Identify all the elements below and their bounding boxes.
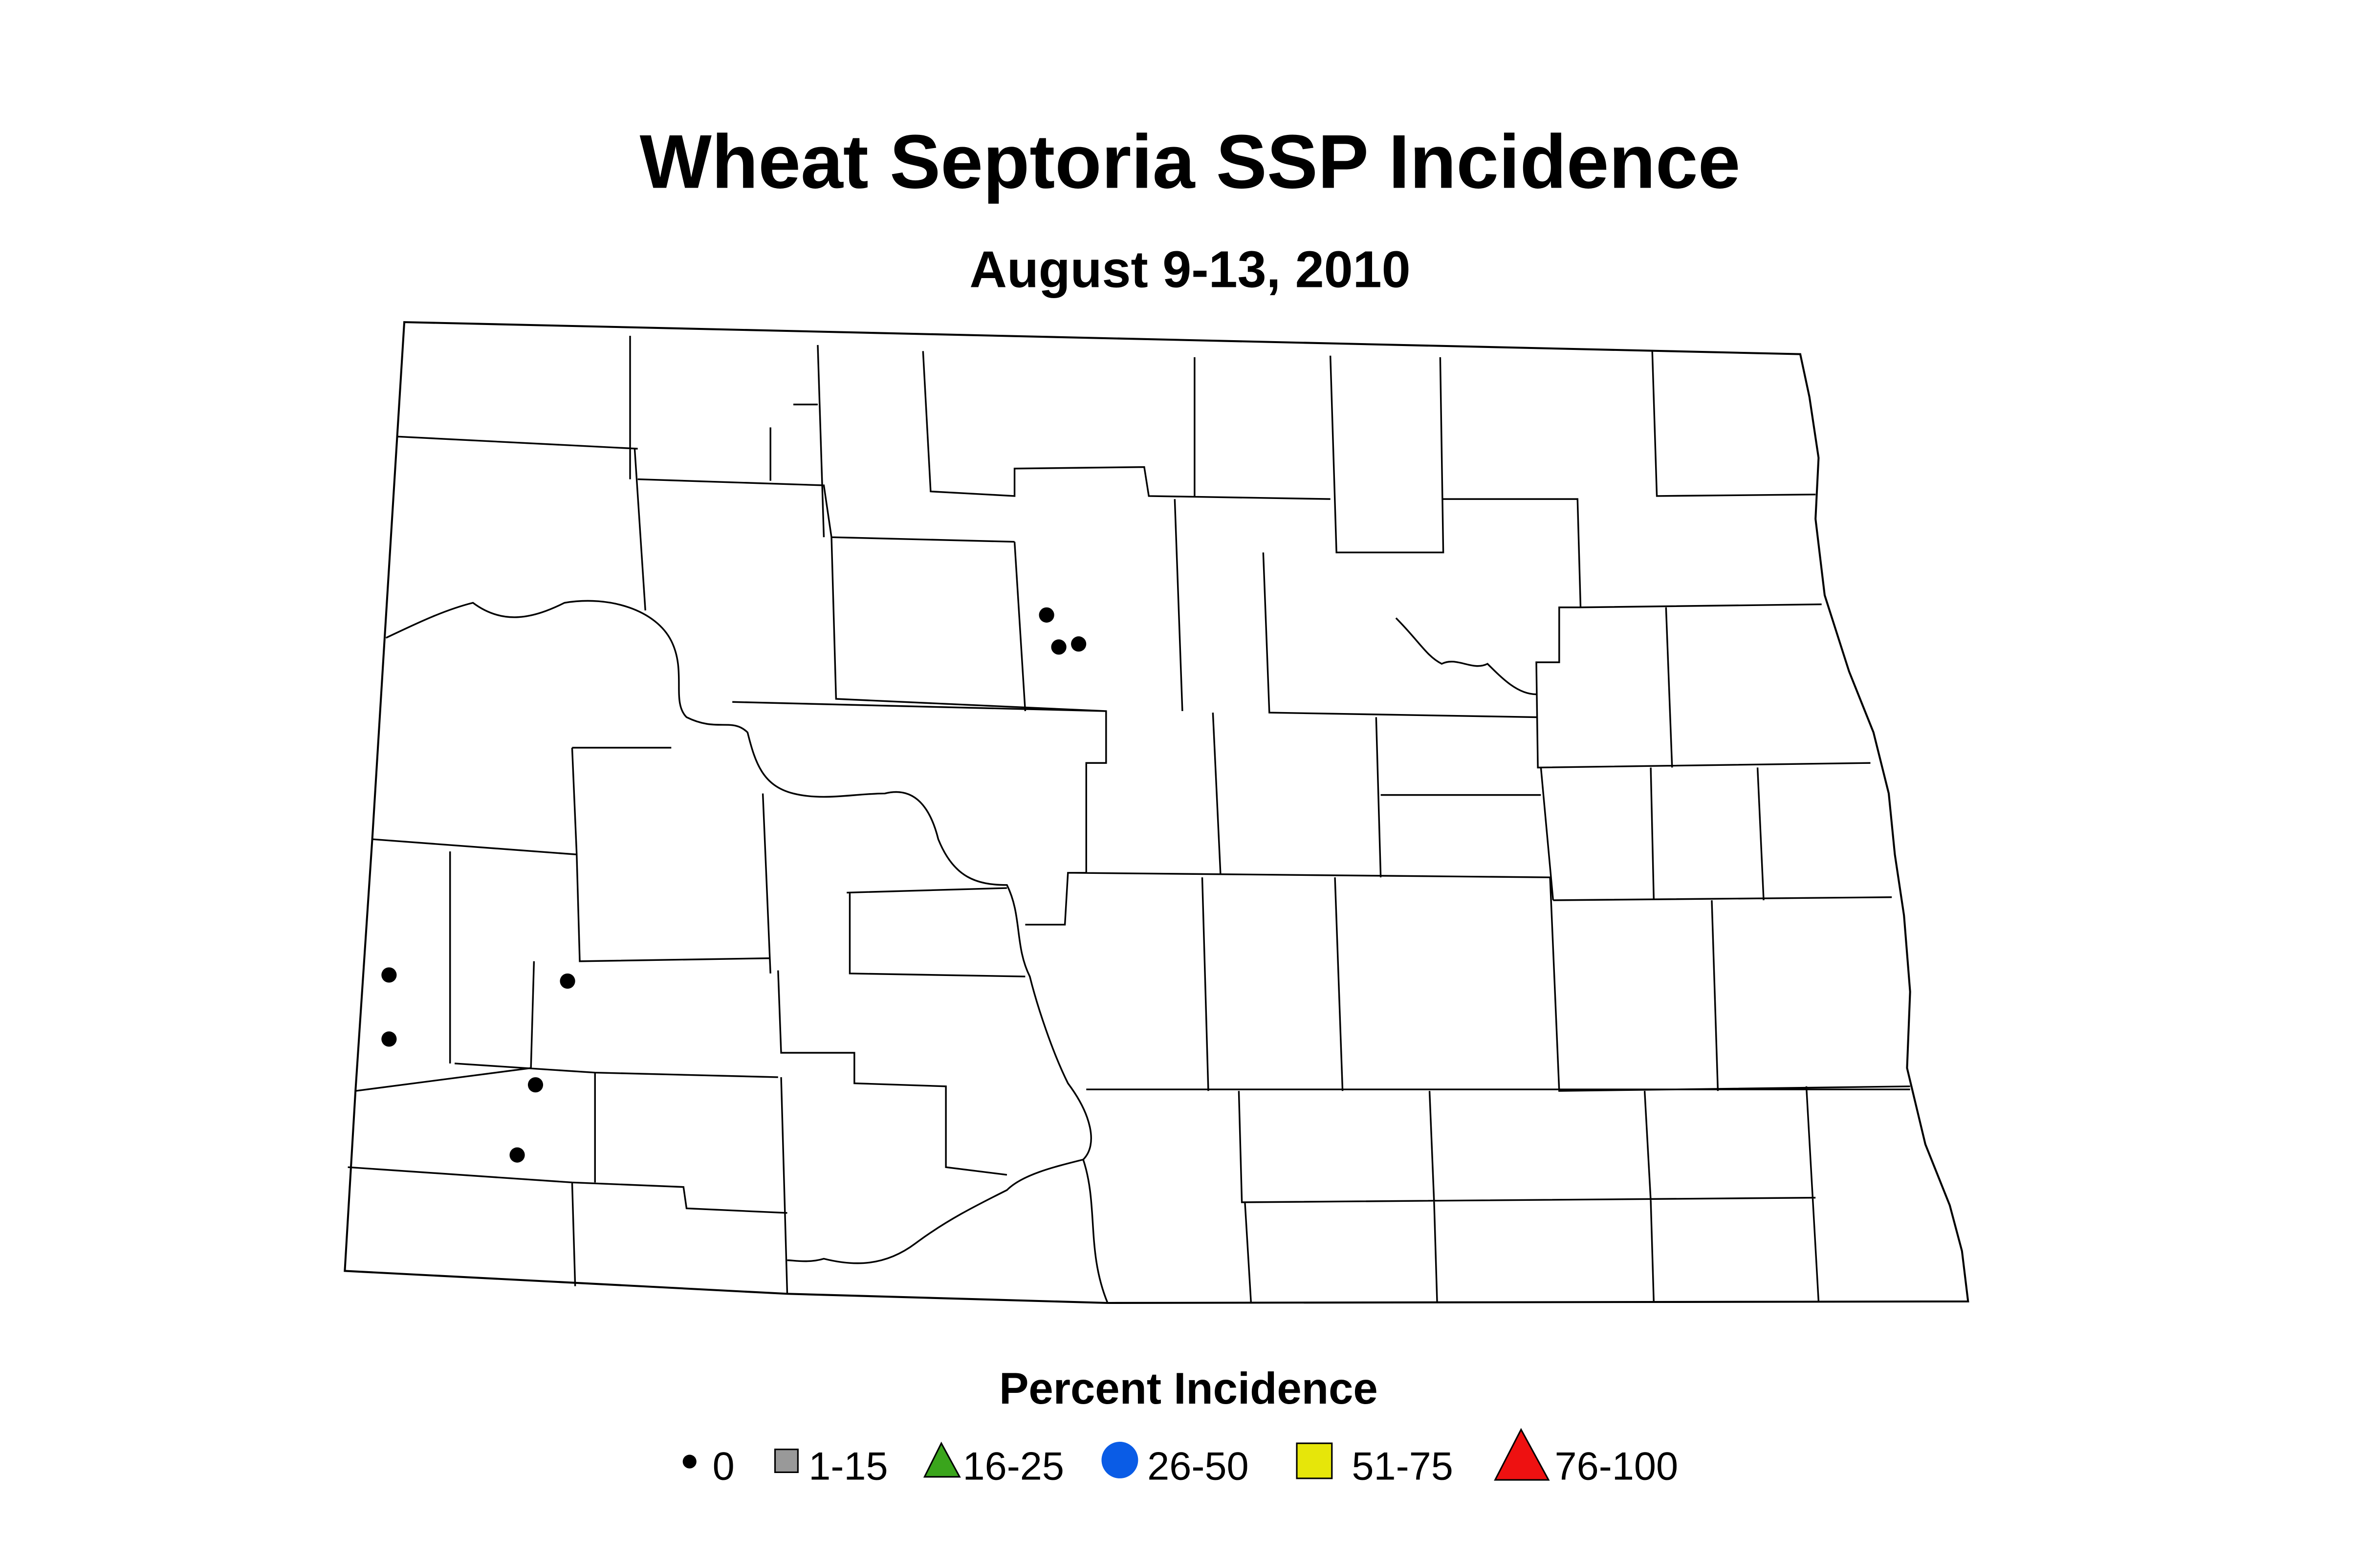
subtitle: August 9-13, 2010 <box>969 240 1410 298</box>
title: Wheat Septoria SSP Incidence <box>640 119 1741 204</box>
legend-label: 76-100 <box>1554 1445 1678 1489</box>
legend-label: 16-25 <box>962 1445 1064 1489</box>
county-lines <box>348 336 1910 1303</box>
legend-symbol <box>1296 1442 1333 1479</box>
legend-symbol <box>1494 1428 1550 1481</box>
legend-label: 1-15 <box>808 1445 888 1489</box>
observation <box>1071 636 1087 652</box>
observation <box>381 1031 397 1047</box>
observation <box>560 973 575 989</box>
legend-label: 51-75 <box>1352 1445 1453 1489</box>
state-map <box>344 321 1969 1304</box>
state-outline <box>344 321 1969 1304</box>
legend: Percent Incidence 0 1-15 16-25 26-50 51-… <box>682 1364 1678 1489</box>
observation <box>509 1147 525 1163</box>
legend-symbol <box>774 1449 799 1474</box>
observation <box>1051 639 1067 655</box>
observation <box>381 967 397 983</box>
observation <box>1039 607 1054 623</box>
legend-label: 0 <box>713 1445 735 1489</box>
legend-label: 26-50 <box>1147 1445 1249 1489</box>
missouri-river <box>385 600 1109 1303</box>
legend-title: Percent Incidence <box>999 1364 1378 1413</box>
legend-symbol <box>1101 1442 1138 1478</box>
legend-symbol <box>923 1441 961 1478</box>
observation <box>527 1077 544 1093</box>
legend-symbol <box>682 1454 697 1469</box>
observation-dots <box>381 607 1087 1163</box>
sheyenne-river <box>1395 617 1537 695</box>
